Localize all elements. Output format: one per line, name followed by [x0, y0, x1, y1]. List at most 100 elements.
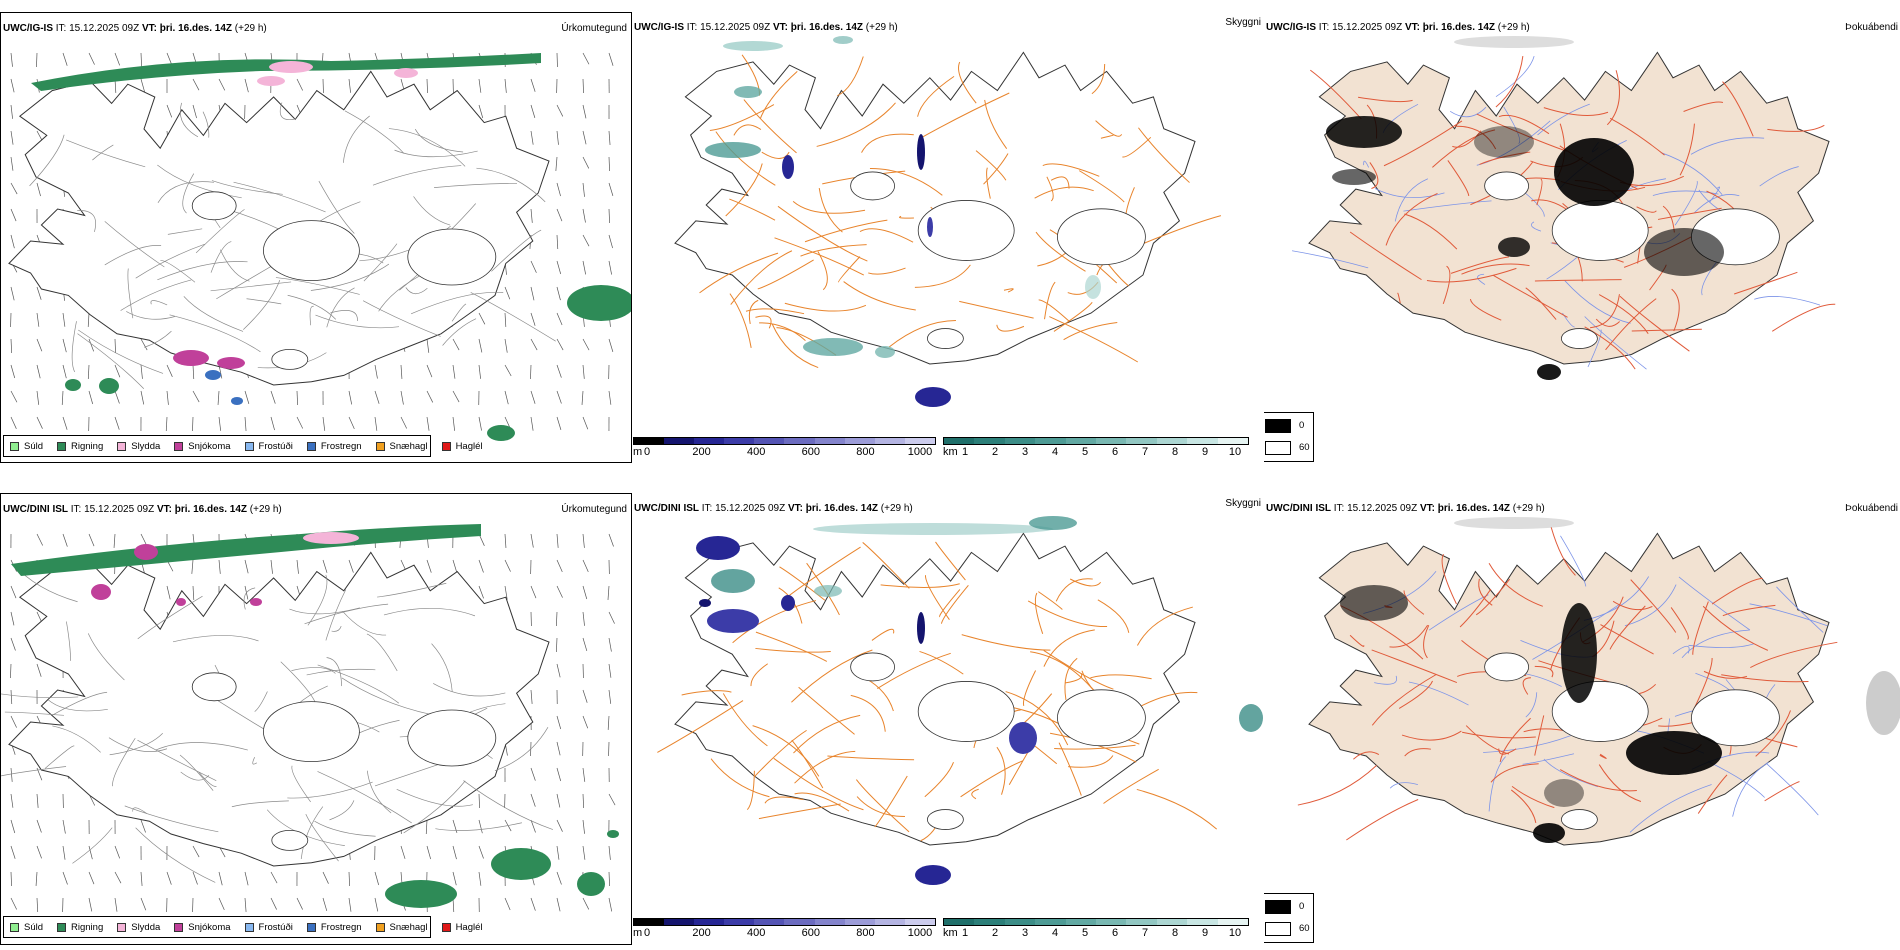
road-line	[341, 677, 432, 715]
road-line	[108, 737, 168, 752]
colorbar-segment	[694, 919, 725, 925]
precip-legend-swatch	[441, 441, 451, 451]
road-line	[1363, 160, 1370, 168]
road-line	[1595, 318, 1620, 327]
precip-legend-label: Slydda	[131, 921, 161, 933]
wind-barb	[530, 130, 534, 145]
wind-barb	[504, 338, 508, 353]
road-line	[774, 237, 865, 276]
wind-barb	[87, 312, 90, 327]
wind-barb	[607, 585, 610, 600]
wind-barb	[478, 585, 484, 599]
road-line	[167, 228, 203, 235]
colorbar-segment	[874, 919, 905, 925]
fog-indicator-area	[1626, 731, 1722, 775]
road-line	[1683, 101, 1724, 112]
colorbar-tick: 2	[991, 446, 999, 458]
wind-barb	[36, 533, 43, 546]
wind-barb	[140, 390, 145, 405]
wind-barb	[322, 897, 328, 912]
colorbar-tick: 6	[1111, 446, 1119, 458]
fog-legend-low-label: 60	[1299, 442, 1310, 453]
road-line	[1688, 643, 1755, 648]
rain-area	[65, 379, 81, 391]
wind-barb	[452, 559, 458, 573]
road-line	[1455, 125, 1497, 150]
wind-barb	[426, 78, 428, 93]
wind-barb	[530, 78, 536, 92]
glacier-outline	[1690, 689, 1780, 747]
precip-legend-swatch	[117, 441, 127, 451]
low-visibility-area	[734, 86, 762, 98]
road-line	[198, 772, 217, 787]
wind-barb	[61, 390, 64, 405]
panel-header: UWC/DINI ISL IT: 15.12.2025 09Z VT: þri.…	[3, 504, 282, 515]
road-line	[1711, 577, 1763, 605]
road-line	[66, 621, 71, 661]
road-line	[104, 221, 165, 268]
road-line	[1452, 130, 1482, 148]
wind-barb	[10, 234, 15, 249]
sleet-area	[394, 68, 418, 78]
wind-barb	[530, 260, 537, 273]
road-line	[855, 779, 910, 833]
road-line	[326, 287, 355, 328]
road-line	[791, 739, 824, 789]
glacier-outline	[1484, 171, 1530, 201]
road-line	[1498, 114, 1550, 135]
wind-barb	[478, 78, 482, 93]
road-line	[733, 124, 762, 136]
colorbar-segment	[694, 438, 725, 444]
road-line	[729, 293, 752, 348]
precip-legend-label: Snæhagl	[389, 921, 428, 933]
road-line	[66, 139, 146, 168]
road-line	[1503, 106, 1521, 144]
colorbar-tick: 0	[643, 446, 651, 458]
road-line	[827, 755, 915, 761]
road-line	[1404, 748, 1431, 757]
road-line	[750, 663, 769, 687]
low-visibility-area	[705, 142, 761, 158]
road-line	[759, 322, 806, 341]
road-line	[1692, 601, 1709, 655]
colorbar-tick: 200	[692, 446, 711, 458]
road-line	[1754, 296, 1821, 306]
road-line	[377, 582, 447, 598]
colorbar-segment	[1217, 438, 1249, 444]
road-line	[1732, 761, 1769, 817]
road-line	[1522, 677, 1531, 695]
road-line	[305, 813, 339, 862]
road-line	[363, 243, 398, 282]
road-line	[476, 167, 546, 203]
fog-visibility-area	[782, 155, 794, 179]
wind-barb	[10, 663, 12, 678]
visibility-km-colorbar	[943, 918, 1249, 926]
road-line	[1534, 715, 1545, 756]
road-line	[1, 693, 79, 699]
road-line	[1679, 123, 1695, 176]
road-line	[1053, 302, 1093, 332]
road-line	[155, 742, 248, 751]
colorbar-segment	[724, 438, 755, 444]
precip-type-map	[1, 524, 619, 913]
road-line	[1394, 178, 1429, 222]
colorbar-tick: 10	[1228, 927, 1242, 939]
road-line	[754, 729, 807, 777]
road-line	[1385, 193, 1438, 246]
wind-barb	[10, 286, 15, 301]
colorbar-tick: 7	[1141, 927, 1149, 939]
colorbar-tick: 3	[1021, 927, 1029, 939]
colorbar-tick: 1000	[907, 446, 933, 458]
road-line	[1403, 590, 1425, 615]
road-line	[1707, 761, 1765, 798]
precip-legend-swatch	[375, 441, 385, 451]
road-line	[342, 610, 387, 636]
wind-barb	[556, 715, 562, 730]
wind-barb	[530, 767, 536, 781]
wind-barb	[10, 364, 16, 379]
road-line	[1408, 681, 1469, 706]
precip-legend-swatch	[244, 441, 254, 451]
wind-barb	[582, 715, 589, 729]
road-line	[1630, 579, 1677, 633]
low-visibility-area	[833, 36, 853, 44]
